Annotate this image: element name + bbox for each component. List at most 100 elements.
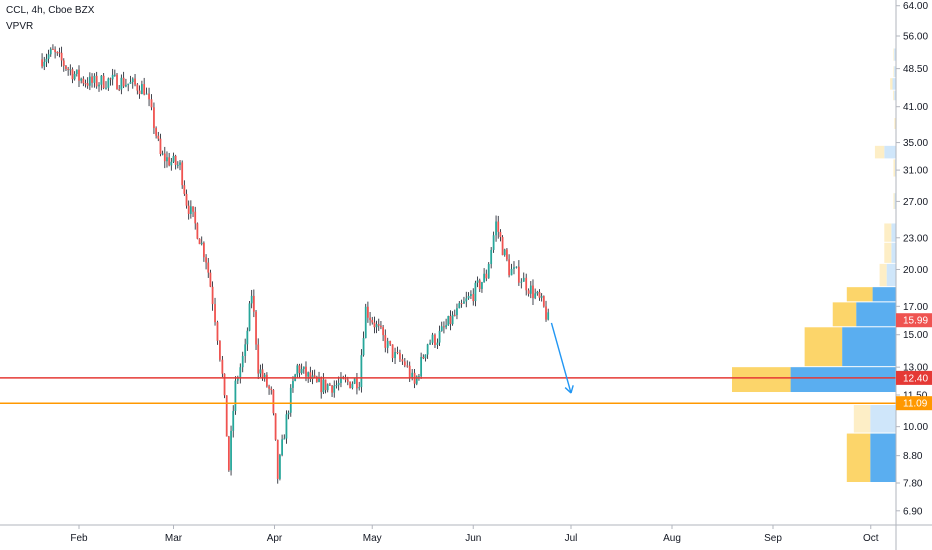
candle-down [192,206,194,212]
resistance-price-tag-bg [896,370,932,385]
candle-up [232,410,235,431]
candle-down [159,138,162,155]
candle-up [179,162,181,165]
price-tick-label: 8.80 [903,451,923,462]
candle-down [485,273,488,279]
candle-up [246,330,249,345]
candle-down [91,76,93,83]
candle-up [451,314,454,325]
candle-down [324,379,327,391]
candle-up [49,48,52,55]
candle-up [283,438,286,440]
projection-arrow[interactable] [550,322,574,394]
candle-down [369,317,371,321]
candle-down [401,359,404,362]
volume-profile-bar-down [894,193,896,209]
price-tick-label: 10.00 [903,422,928,433]
candle-down [406,365,409,367]
candle-up [495,221,497,236]
candle-up [263,374,266,377]
candle-down [155,127,158,136]
indicator-label[interactable]: VPVR [6,21,34,32]
candle-up [465,298,468,302]
price-tick-label: 48.50 [903,64,928,75]
candle-down [517,266,520,283]
candle-down [143,84,146,95]
volume-profile-bar-up [893,159,896,177]
candle-down [373,322,376,328]
candle-up [426,344,429,355]
price-tick-label: 7.80 [903,479,923,490]
candle-up [125,84,127,87]
candle-up [386,340,389,348]
volume-profile-bar-up [893,48,895,61]
candle-down [408,365,411,379]
price-tick-label: 35.00 [903,138,928,149]
candle-up [166,157,168,162]
candle-up [170,161,173,166]
candle-up [540,296,543,298]
candle-up [69,69,72,71]
time-tick-label: Aug [663,533,681,544]
candle-down [214,304,216,323]
arrow-shaft[interactable] [550,322,572,394]
candle-down [194,211,197,224]
price-tick-label: 17.00 [903,302,928,313]
candle-down [396,352,399,354]
candle-up [492,235,495,250]
candle-down [527,290,530,294]
price-tick-label: 56.00 [903,32,928,43]
candle-up [250,295,253,304]
candle-up [420,356,423,377]
candle-down [344,378,347,380]
volume-profile-bar-up [879,263,887,287]
candle-down [60,52,63,61]
candle-down [84,83,87,85]
candle-down [257,344,260,374]
candle-down [71,69,74,80]
volume-profile-bar-up [894,118,896,129]
candle-down [65,66,67,69]
candle-up [172,155,175,162]
candle-down [138,90,141,95]
candle-down [499,231,502,238]
arrow-head[interactable] [564,387,572,394]
candle-up [487,264,490,279]
candle-down [157,135,160,139]
candle-up [364,306,367,339]
candle-down [478,280,481,289]
candle-down [274,413,277,440]
candle-up [337,382,340,386]
candle-down [261,369,264,377]
arrow-head[interactable] [570,385,574,394]
candle-down [315,376,318,382]
candle-down [56,52,59,54]
candle-up [411,372,414,379]
candle-up [481,282,483,289]
candle-up [244,344,247,357]
candle-down [82,78,85,84]
candle-down [538,291,541,298]
time-tick-label: Oct [863,533,879,544]
candle-up [307,372,310,377]
candle-down [399,352,401,360]
candle-up [80,78,83,81]
candle-down [168,157,171,166]
candle-down [313,375,316,377]
candle-down [460,303,463,305]
candle-up [458,303,461,309]
candle-down [377,324,380,326]
candle-up [200,242,203,245]
price-tick-label: 11.50 [903,390,928,401]
candle-down [54,49,57,53]
candle-down [227,436,230,471]
price-tick-label: 23.00 [903,233,928,244]
price-tick-label: 64.00 [903,1,928,12]
candle-up [447,316,450,326]
candle-up [296,365,299,375]
candle-up [248,303,251,331]
horizontal-lines[interactable] [0,377,896,404]
volume-profile-bar-down [870,433,896,482]
candle-up [335,385,338,387]
